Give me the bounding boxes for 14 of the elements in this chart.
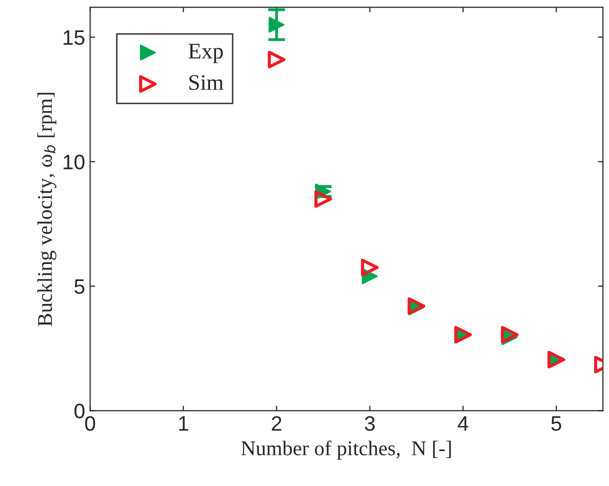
x-tick-label: 5 <box>551 416 562 431</box>
y-tick-label: 15 <box>64 30 84 45</box>
x-axis-title: Number of pitches, N [-] <box>241 440 451 460</box>
y-tick-label: 5 <box>74 279 84 294</box>
legend-label: Sim <box>189 75 224 90</box>
y-axis-title: Buckling velocity, ω$_{b}$ [rpm] <box>37 92 56 326</box>
x-tick-label: 0 <box>85 416 96 431</box>
y-tick-label: 0 <box>74 404 84 418</box>
legend-label: Exp <box>188 44 223 64</box>
x-tick-label: 1 <box>179 416 188 431</box>
y-tick-label: 10 <box>64 154 84 170</box>
x-tick-label: 2 <box>272 416 282 431</box>
x-tick-label: 3 <box>364 416 375 431</box>
x-tick-label: 4 <box>458 416 468 431</box>
